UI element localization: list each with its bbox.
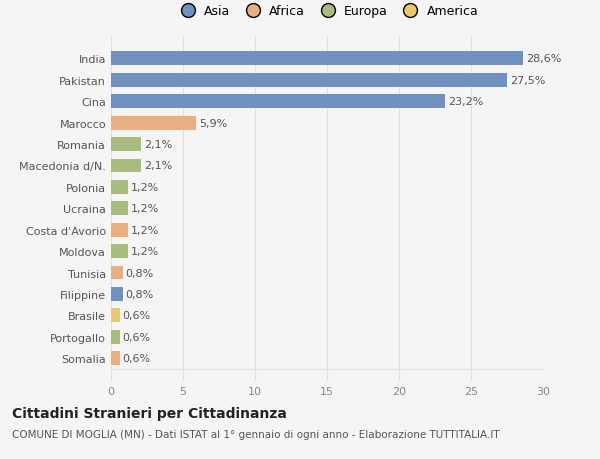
Bar (111, 266, 122, 280)
Text: Cittadini Stranieri per Cittadinanza: Cittadini Stranieri per Cittadinanza (12, 406, 287, 420)
Bar (111, 309, 119, 323)
Text: 0,6%: 0,6% (122, 332, 151, 342)
Bar (111, 159, 141, 173)
Bar (111, 223, 128, 237)
Text: 2,1%: 2,1% (144, 161, 172, 171)
Bar (111, 202, 128, 216)
Text: 1,2%: 1,2% (131, 204, 160, 214)
Bar (111, 287, 122, 301)
Bar (111, 352, 119, 365)
Bar (111, 245, 128, 258)
Text: 0,8%: 0,8% (125, 268, 154, 278)
Legend: Asia, Africa, Europa, America: Asia, Africa, Europa, America (176, 5, 478, 18)
Text: COMUNE DI MOGLIA (MN) - Dati ISTAT al 1° gennaio di ogni anno - Elaborazione TUT: COMUNE DI MOGLIA (MN) - Dati ISTAT al 1°… (12, 429, 500, 439)
Text: 1,2%: 1,2% (131, 246, 160, 257)
Text: 1,2%: 1,2% (131, 225, 160, 235)
Bar (111, 330, 119, 344)
Text: 0,6%: 0,6% (122, 353, 151, 364)
Bar (111, 52, 523, 66)
Text: 23,2%: 23,2% (448, 97, 484, 107)
Text: 27,5%: 27,5% (510, 76, 545, 86)
Bar (111, 117, 196, 130)
Bar (111, 138, 141, 152)
Bar (111, 180, 128, 195)
Bar (111, 74, 507, 88)
Text: 2,1%: 2,1% (144, 140, 172, 150)
Text: 1,2%: 1,2% (131, 183, 160, 192)
Text: 5,9%: 5,9% (199, 118, 227, 129)
Text: 28,6%: 28,6% (526, 54, 561, 64)
Text: 0,6%: 0,6% (122, 311, 151, 321)
Text: 0,8%: 0,8% (125, 289, 154, 299)
Bar (111, 95, 445, 109)
